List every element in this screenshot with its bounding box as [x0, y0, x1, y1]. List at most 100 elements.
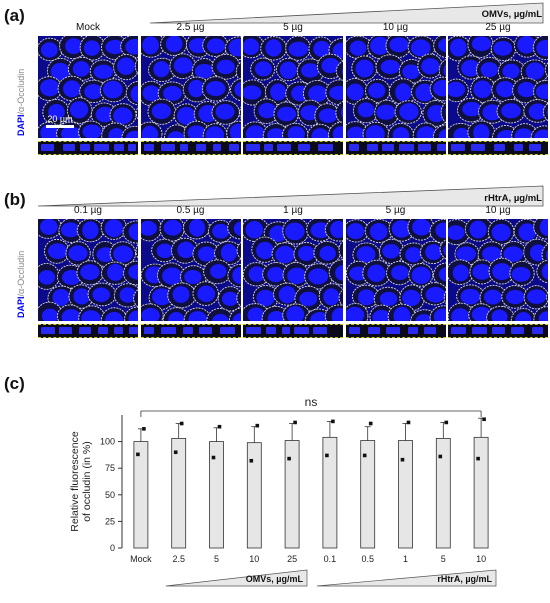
nucleus-slice — [277, 144, 291, 151]
x-tick-label: 10 — [476, 554, 486, 564]
nucleus-slice — [529, 144, 541, 151]
x-tick-label: 10 — [249, 554, 259, 564]
y-axis-label: Relative fluorescence — [69, 431, 81, 532]
bar — [399, 441, 413, 548]
nucleus-slice — [79, 327, 91, 334]
x-tick-label: 0.5 — [361, 554, 374, 564]
nucleus-slice — [161, 144, 175, 151]
nucleus-slice — [59, 327, 72, 334]
nucleus-slice — [408, 327, 418, 334]
nucleus-slice — [213, 144, 221, 151]
data-point — [325, 454, 329, 458]
column-label: 1 µg — [243, 205, 343, 216]
data-point — [287, 457, 291, 461]
nucleus-slice — [41, 327, 55, 334]
x-tick-label: Mock — [130, 554, 152, 564]
orthogonal-view-strip — [141, 141, 241, 155]
nucleus-slice — [494, 144, 505, 151]
nucleus-slice — [298, 144, 310, 151]
column-label: 5 µg — [346, 205, 446, 216]
group-label: rHtrA, µg/mL — [437, 574, 492, 584]
nucleus-slice — [451, 327, 466, 334]
nucleus-slice — [472, 327, 487, 334]
nucleus-slice — [349, 327, 360, 334]
nucleus-slice — [382, 144, 394, 151]
bar — [323, 437, 337, 548]
x-tick-label: 0.1 — [324, 554, 337, 564]
y-tick-label: 75 — [105, 463, 115, 473]
rhtra-gradient-wedge — [38, 185, 544, 207]
nucleus-slice — [294, 327, 309, 334]
nucleus-slice — [114, 327, 123, 334]
y-tick-label: 0 — [110, 543, 115, 553]
stain-label-a: DAPI/α-Occludin — [16, 69, 26, 136]
column-label: 0.5 µg — [141, 205, 241, 216]
data-point — [212, 456, 216, 460]
group-label: OMVs, µg/mL — [246, 574, 304, 584]
nucleus-slice — [451, 144, 465, 151]
x-tick-label: 25 — [287, 554, 297, 564]
data-point — [445, 421, 449, 425]
stain-dapi-label: DAPI — [16, 114, 26, 136]
x-tick-label: 2.5 — [172, 554, 185, 564]
data-point — [331, 420, 335, 424]
nucleus-slice — [471, 144, 485, 151]
nucleus-slice — [129, 327, 138, 334]
nucleus-slice — [196, 144, 206, 151]
nucleus-slice — [144, 144, 154, 151]
orthogonal-view-strip — [141, 324, 241, 338]
micrograph-panel — [243, 219, 343, 321]
y-tick-label: 50 — [105, 490, 115, 500]
scale-bar: 20 µm — [46, 114, 74, 128]
nucleus-slice — [144, 327, 154, 334]
nucleus-slice — [349, 144, 359, 151]
nucleus-slice — [41, 144, 54, 151]
omvs-gradient-label: OMVs, µg/mL — [482, 9, 542, 20]
nucleus-slice — [183, 327, 193, 334]
orthogonal-view-strip — [448, 324, 548, 338]
micrograph-panel — [448, 219, 548, 321]
micrograph-panel — [141, 36, 241, 138]
column-label: 0.1 µg — [38, 205, 138, 216]
bar — [172, 438, 186, 548]
nucleus-slice — [128, 144, 136, 151]
y-axis-label: of occludin (in %) — [81, 441, 93, 522]
column-label: 2.5 µg — [141, 22, 241, 33]
stain-occludin-label: α-Occludin — [16, 251, 26, 294]
nucleus-slice — [264, 144, 273, 151]
nucleus-slice — [437, 144, 446, 151]
data-point — [142, 427, 146, 431]
stain-label-b: DAPI/α-Occludin — [16, 251, 26, 318]
stain-occludin-label: α-Occludin — [16, 69, 26, 112]
data-point — [369, 422, 373, 426]
nucleus-slice — [418, 144, 431, 151]
orthogonal-view-strip — [448, 141, 548, 155]
data-point — [439, 455, 443, 459]
column-label: Mock — [38, 22, 138, 33]
orthogonal-view-strip — [243, 141, 343, 155]
orthogonal-view-strip — [243, 324, 343, 338]
column-label: 25 µg — [448, 22, 548, 33]
nucleus-slice — [180, 144, 188, 151]
x-tick-label: 1 — [403, 554, 408, 564]
nucleus-slice — [220, 327, 235, 334]
micrograph-panel — [346, 219, 446, 321]
micrograph-panel — [448, 36, 548, 138]
rhtra-gradient-label: rHtrA, µg/mL — [484, 193, 542, 204]
micrograph-panel — [141, 219, 241, 321]
micrograph-panel — [346, 36, 446, 138]
x-tick-label: 5 — [441, 554, 446, 564]
y-tick-label: 100 — [100, 437, 115, 447]
orthogonal-view-strip — [346, 324, 446, 338]
nucleus-slice — [199, 327, 212, 334]
data-point — [407, 421, 411, 425]
nucleus-slice — [98, 327, 108, 334]
panel-letter-a: (a) — [4, 6, 25, 26]
nucleus-slice — [266, 327, 276, 334]
y-tick-label: 25 — [105, 516, 115, 526]
bar — [361, 441, 375, 548]
nucleus-slice — [532, 327, 543, 334]
bar — [474, 437, 488, 548]
nucleus-slice — [94, 144, 109, 151]
